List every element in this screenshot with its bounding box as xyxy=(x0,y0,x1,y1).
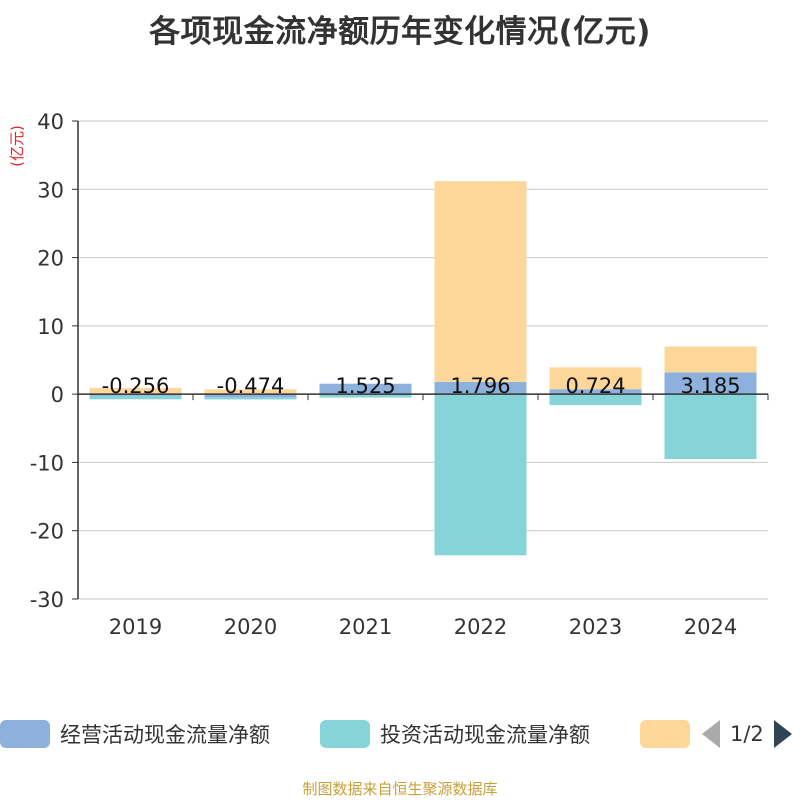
legend-swatch-investing xyxy=(320,720,370,748)
y-tick-label: 40 xyxy=(37,110,64,134)
legend-page-indicator: 1/2 xyxy=(730,722,764,746)
data-label-operating: 1.796 xyxy=(450,374,510,398)
x-tick-label: 2019 xyxy=(109,615,162,639)
legend-next-page-icon[interactable] xyxy=(773,720,792,748)
legend-label-investing: 投资活动现金流量净额 xyxy=(380,723,590,747)
legend: 经营活动现金流量净额 投资活动现金流量净额 1/2 xyxy=(0,716,800,752)
bar-investing-2021 xyxy=(319,394,412,398)
chart-title: 各项现金流净额历年变化情况(亿元) xyxy=(149,14,651,50)
bar-investing-2022 xyxy=(434,394,527,556)
bar-operating-2020 xyxy=(204,394,297,398)
legend-swatch-financing xyxy=(640,720,690,748)
data-label-operating: -0.474 xyxy=(217,374,285,398)
bar-operating-2019 xyxy=(89,394,182,396)
legend-item-operating[interactable]: 经营活动现金流量净额 xyxy=(0,716,270,752)
legend-item-financing[interactable] xyxy=(640,716,690,752)
bar-financing-2022 xyxy=(434,181,527,382)
data-label-operating: 1.525 xyxy=(335,374,395,398)
legend-prev-page-icon[interactable] xyxy=(702,720,720,748)
x-tick-label: 2023 xyxy=(569,615,622,639)
y-tick-label: 30 xyxy=(37,178,64,202)
y-tick-label: 20 xyxy=(37,247,64,271)
y-tick-label: -10 xyxy=(30,451,64,475)
x-tick-label: 2020 xyxy=(224,615,277,639)
data-label-operating: 3.185 xyxy=(680,374,740,398)
bar-financing-2019 xyxy=(89,387,182,395)
x-tick-label: 2024 xyxy=(684,615,737,639)
y-tick-label: 10 xyxy=(37,315,64,339)
bar-operating-2023 xyxy=(549,389,642,395)
y-tick-label: 0 xyxy=(51,383,64,407)
plot-area: -30 -20 -10 0 10 20 30 40 (亿元) 2019 2020 2021 2022 20… xyxy=(8,110,769,639)
y-tick-label: -20 xyxy=(30,520,64,544)
x-tick-label: 2022 xyxy=(454,615,507,639)
bar-financing-2020 xyxy=(204,389,297,395)
legend-item-investing[interactable]: 投资活动现金流量净额 xyxy=(320,716,590,752)
legend-label-operating: 经营活动现金流量净额 xyxy=(60,723,270,747)
bar-investing-2020 xyxy=(204,397,297,400)
bar-operating-2022 xyxy=(434,381,527,395)
data-label-operating: 0.724 xyxy=(565,374,625,398)
y-tick-label: -30 xyxy=(30,588,64,612)
legend-swatch-operating xyxy=(0,720,50,748)
bar-investing-2024 xyxy=(664,394,757,460)
data-label-operating: -0.256 xyxy=(102,374,170,398)
bar-investing-2019 xyxy=(89,395,182,400)
bar-investing-2023 xyxy=(549,394,642,406)
bar-operating-2024 xyxy=(664,372,757,395)
x-tick-label: 2021 xyxy=(339,615,392,639)
bar-financing-2024 xyxy=(664,346,757,373)
data-source-note: 制图数据来自恒生聚源数据库 xyxy=(302,780,498,798)
legend-pager: 1/2 xyxy=(702,716,792,752)
y-axis-label: (亿元) xyxy=(8,125,26,167)
bar-operating-2021 xyxy=(319,383,412,395)
bar-financing-2023 xyxy=(549,367,642,390)
